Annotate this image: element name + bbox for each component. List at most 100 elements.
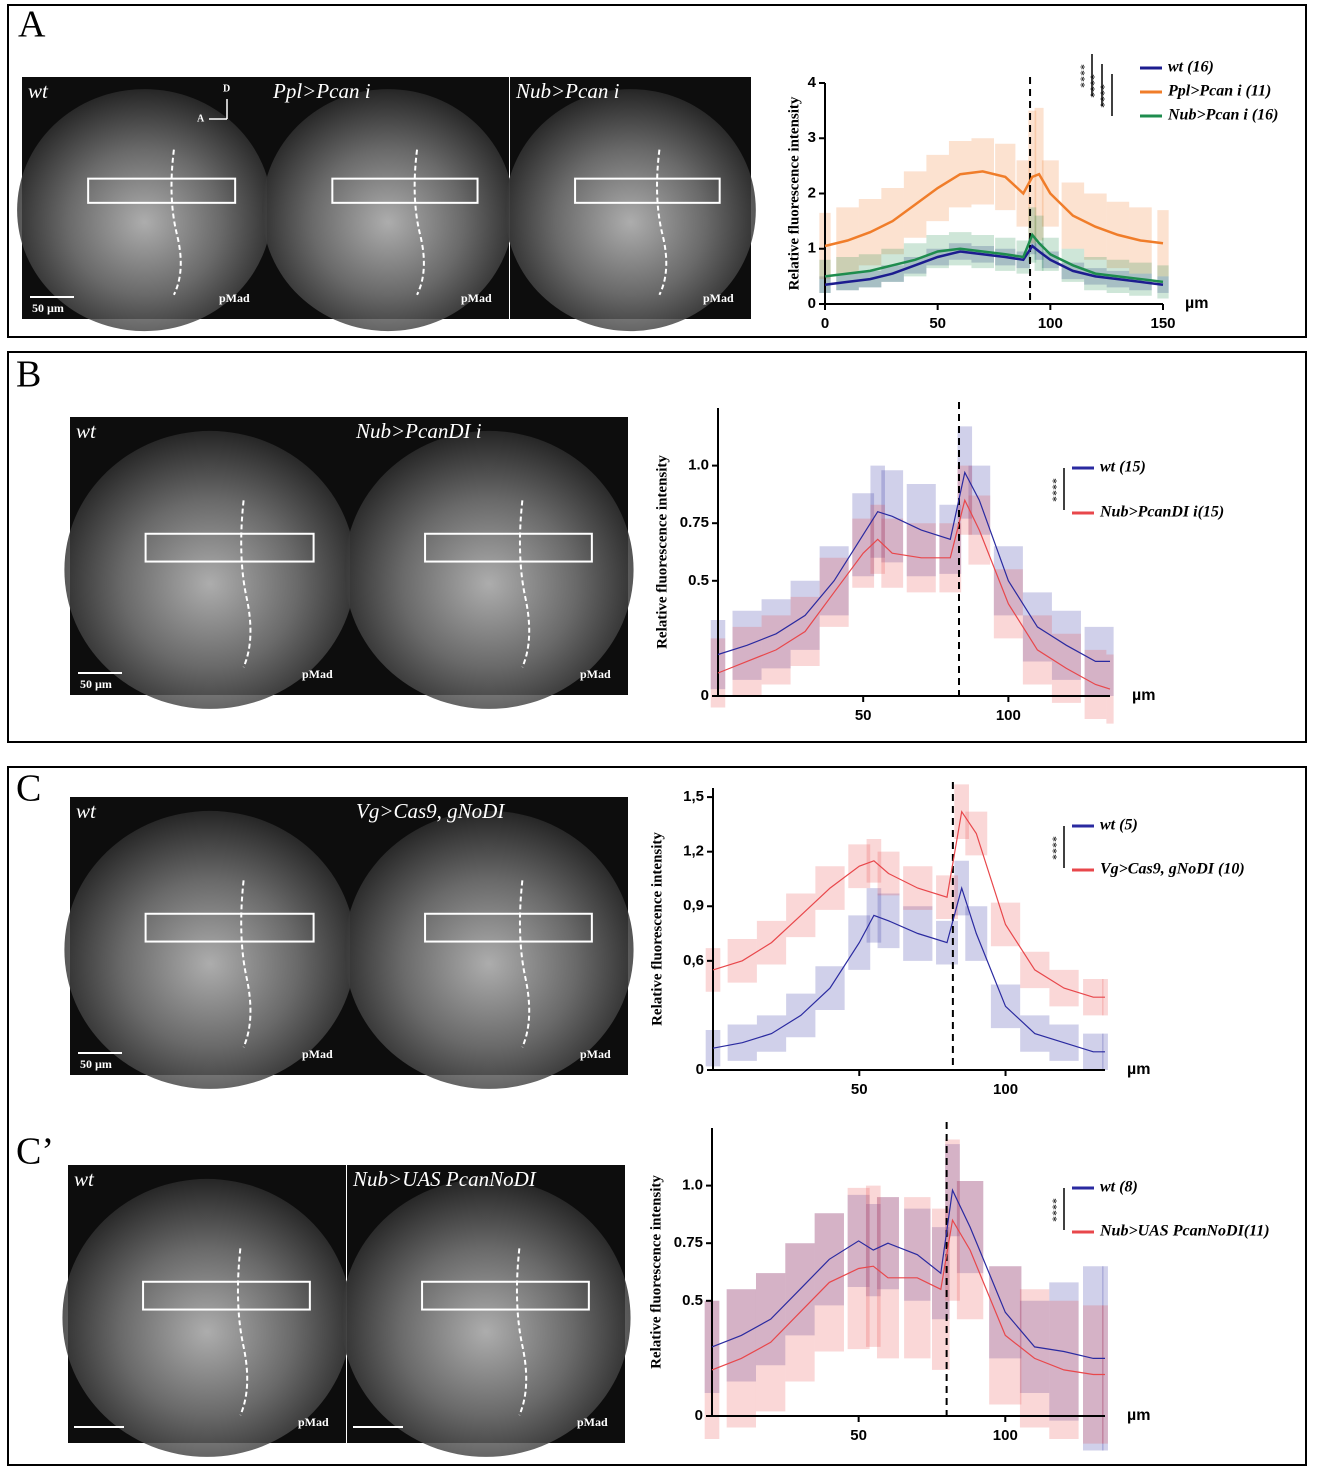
roi-box	[87, 177, 237, 204]
y-tick-label: 0	[695, 1407, 703, 1424]
boundary	[518, 500, 531, 668]
image-label: wt	[76, 799, 97, 823]
y-tick-label: 0	[696, 1061, 704, 1078]
stain-label: pMad	[298, 1415, 329, 1429]
roi-box	[142, 1280, 311, 1311]
series-line	[824, 244, 1164, 286]
legend-label: wt (5)	[1100, 817, 1138, 834]
boundary	[518, 880, 531, 1048]
scale-label: 50 µm	[32, 301, 64, 315]
legend-label: Ppl>Pcan i (11)	[1167, 83, 1271, 100]
stain-label: pMad	[302, 1047, 333, 1061]
legend-label: wt (15)	[1100, 459, 1146, 476]
panel-letter: C	[16, 768, 41, 810]
x-tick-label: 100	[1038, 315, 1063, 332]
tissue	[64, 810, 356, 1089]
boundary	[236, 1248, 249, 1416]
boundary	[656, 149, 668, 296]
x-tick-label: 100	[993, 1427, 1018, 1444]
image-label: wt	[76, 419, 97, 443]
roi-box	[424, 912, 593, 943]
orientation-label: A	[197, 113, 205, 124]
y-tick-label: 0,9	[683, 897, 704, 914]
y-tick-label: 2	[808, 184, 816, 201]
x-tick-label: 50	[855, 707, 872, 724]
x-tick-label: 50	[851, 1081, 868, 1098]
y-tick-label: 1.0	[682, 1177, 703, 1194]
panel-letter: C’	[16, 1131, 54, 1173]
panel-frame	[7, 351, 1307, 743]
x-unit: µm	[1127, 1407, 1150, 1424]
y-tick-label: 0	[701, 687, 709, 704]
roi-box	[331, 177, 479, 204]
x-tick-label: 100	[996, 707, 1021, 724]
stain-label: pMad	[580, 667, 611, 681]
y-tick-label: 0,6	[683, 952, 704, 969]
stain-label: pMad	[577, 1415, 608, 1429]
scale-label: 50 µm	[80, 1057, 112, 1071]
series-line	[712, 885, 1105, 1053]
tissue	[262, 89, 514, 332]
x-unit: µm	[1127, 1061, 1150, 1078]
scale-label: 50 µm	[80, 677, 112, 691]
orientation-arrows	[209, 99, 228, 120]
significance: ****	[1049, 1198, 1063, 1222]
tissue	[344, 810, 634, 1089]
roi-box	[144, 912, 315, 943]
stain-label: pMad	[219, 291, 250, 305]
panel-letter: A	[18, 4, 46, 46]
y-tick-label: 1,5	[683, 788, 704, 805]
y-tick-label: 0.75	[674, 1234, 703, 1251]
y-tick-label: 0.75	[680, 514, 709, 531]
significance: ****	[1049, 836, 1063, 860]
y-tick-label: 4	[808, 74, 817, 91]
legend-label: wt (8)	[1100, 1179, 1138, 1196]
y-tick-label: 0.5	[688, 572, 709, 589]
roi-box	[144, 532, 315, 563]
y-axis-label: Relative fluorescence intensity	[648, 1175, 664, 1369]
image-label: Vg>Cas9, gNoDI	[356, 799, 505, 823]
legend-label: Nub>UAS PcanNoDI(11)	[1099, 1223, 1270, 1240]
y-axis-label: Relative fluorescence intensity	[786, 96, 802, 290]
series-line	[711, 1188, 1105, 1359]
panel-frame	[7, 766, 1307, 1466]
significance: ****	[1097, 84, 1111, 108]
legend-label: wt (16)	[1168, 59, 1214, 76]
y-tick-label: 0.5	[682, 1292, 703, 1309]
stain-label: pMad	[703, 291, 734, 305]
legend-label: Vg>Cas9, gNoDI (10)	[1100, 861, 1245, 878]
tissue	[64, 430, 356, 709]
tissue	[17, 89, 272, 332]
boundary	[413, 149, 425, 296]
x-unit: µm	[1132, 687, 1155, 704]
series-line	[717, 470, 1110, 662]
panel-letter: B	[16, 354, 41, 396]
roi-box	[424, 532, 593, 563]
x-tick-label: 100	[993, 1081, 1018, 1098]
boundary	[240, 500, 252, 668]
tissue	[341, 1178, 631, 1457]
boundary	[240, 880, 252, 1048]
series-line	[717, 498, 1111, 690]
significance: ****	[1087, 74, 1101, 98]
x-tick-label: 150	[1150, 315, 1175, 332]
tissue	[505, 89, 756, 332]
tissue	[344, 430, 634, 709]
y-tick-label: 3	[808, 129, 816, 146]
boundary	[515, 1248, 528, 1416]
stain-label: pMad	[461, 291, 492, 305]
image-label: Nub>Pcan i	[515, 79, 620, 103]
stain-label: pMad	[580, 1047, 611, 1061]
image-label: Ppl>Pcan i	[272, 79, 371, 103]
tissue	[62, 1178, 352, 1457]
y-tick-label: 1,2	[683, 843, 704, 860]
boundary	[170, 149, 182, 296]
y-axis-label: Relative fluorescence intensity	[654, 455, 670, 649]
y-tick-label: 1.0	[688, 457, 709, 474]
y-axis-label: Relative fluorescence intensity	[649, 832, 665, 1026]
legend-label: Nub>Pcan i (16)	[1167, 107, 1278, 124]
x-tick-label: 50	[929, 315, 946, 332]
series-line	[711, 1218, 1105, 1376]
image-label: Nub>UAS PcanNoDI	[352, 1167, 537, 1191]
